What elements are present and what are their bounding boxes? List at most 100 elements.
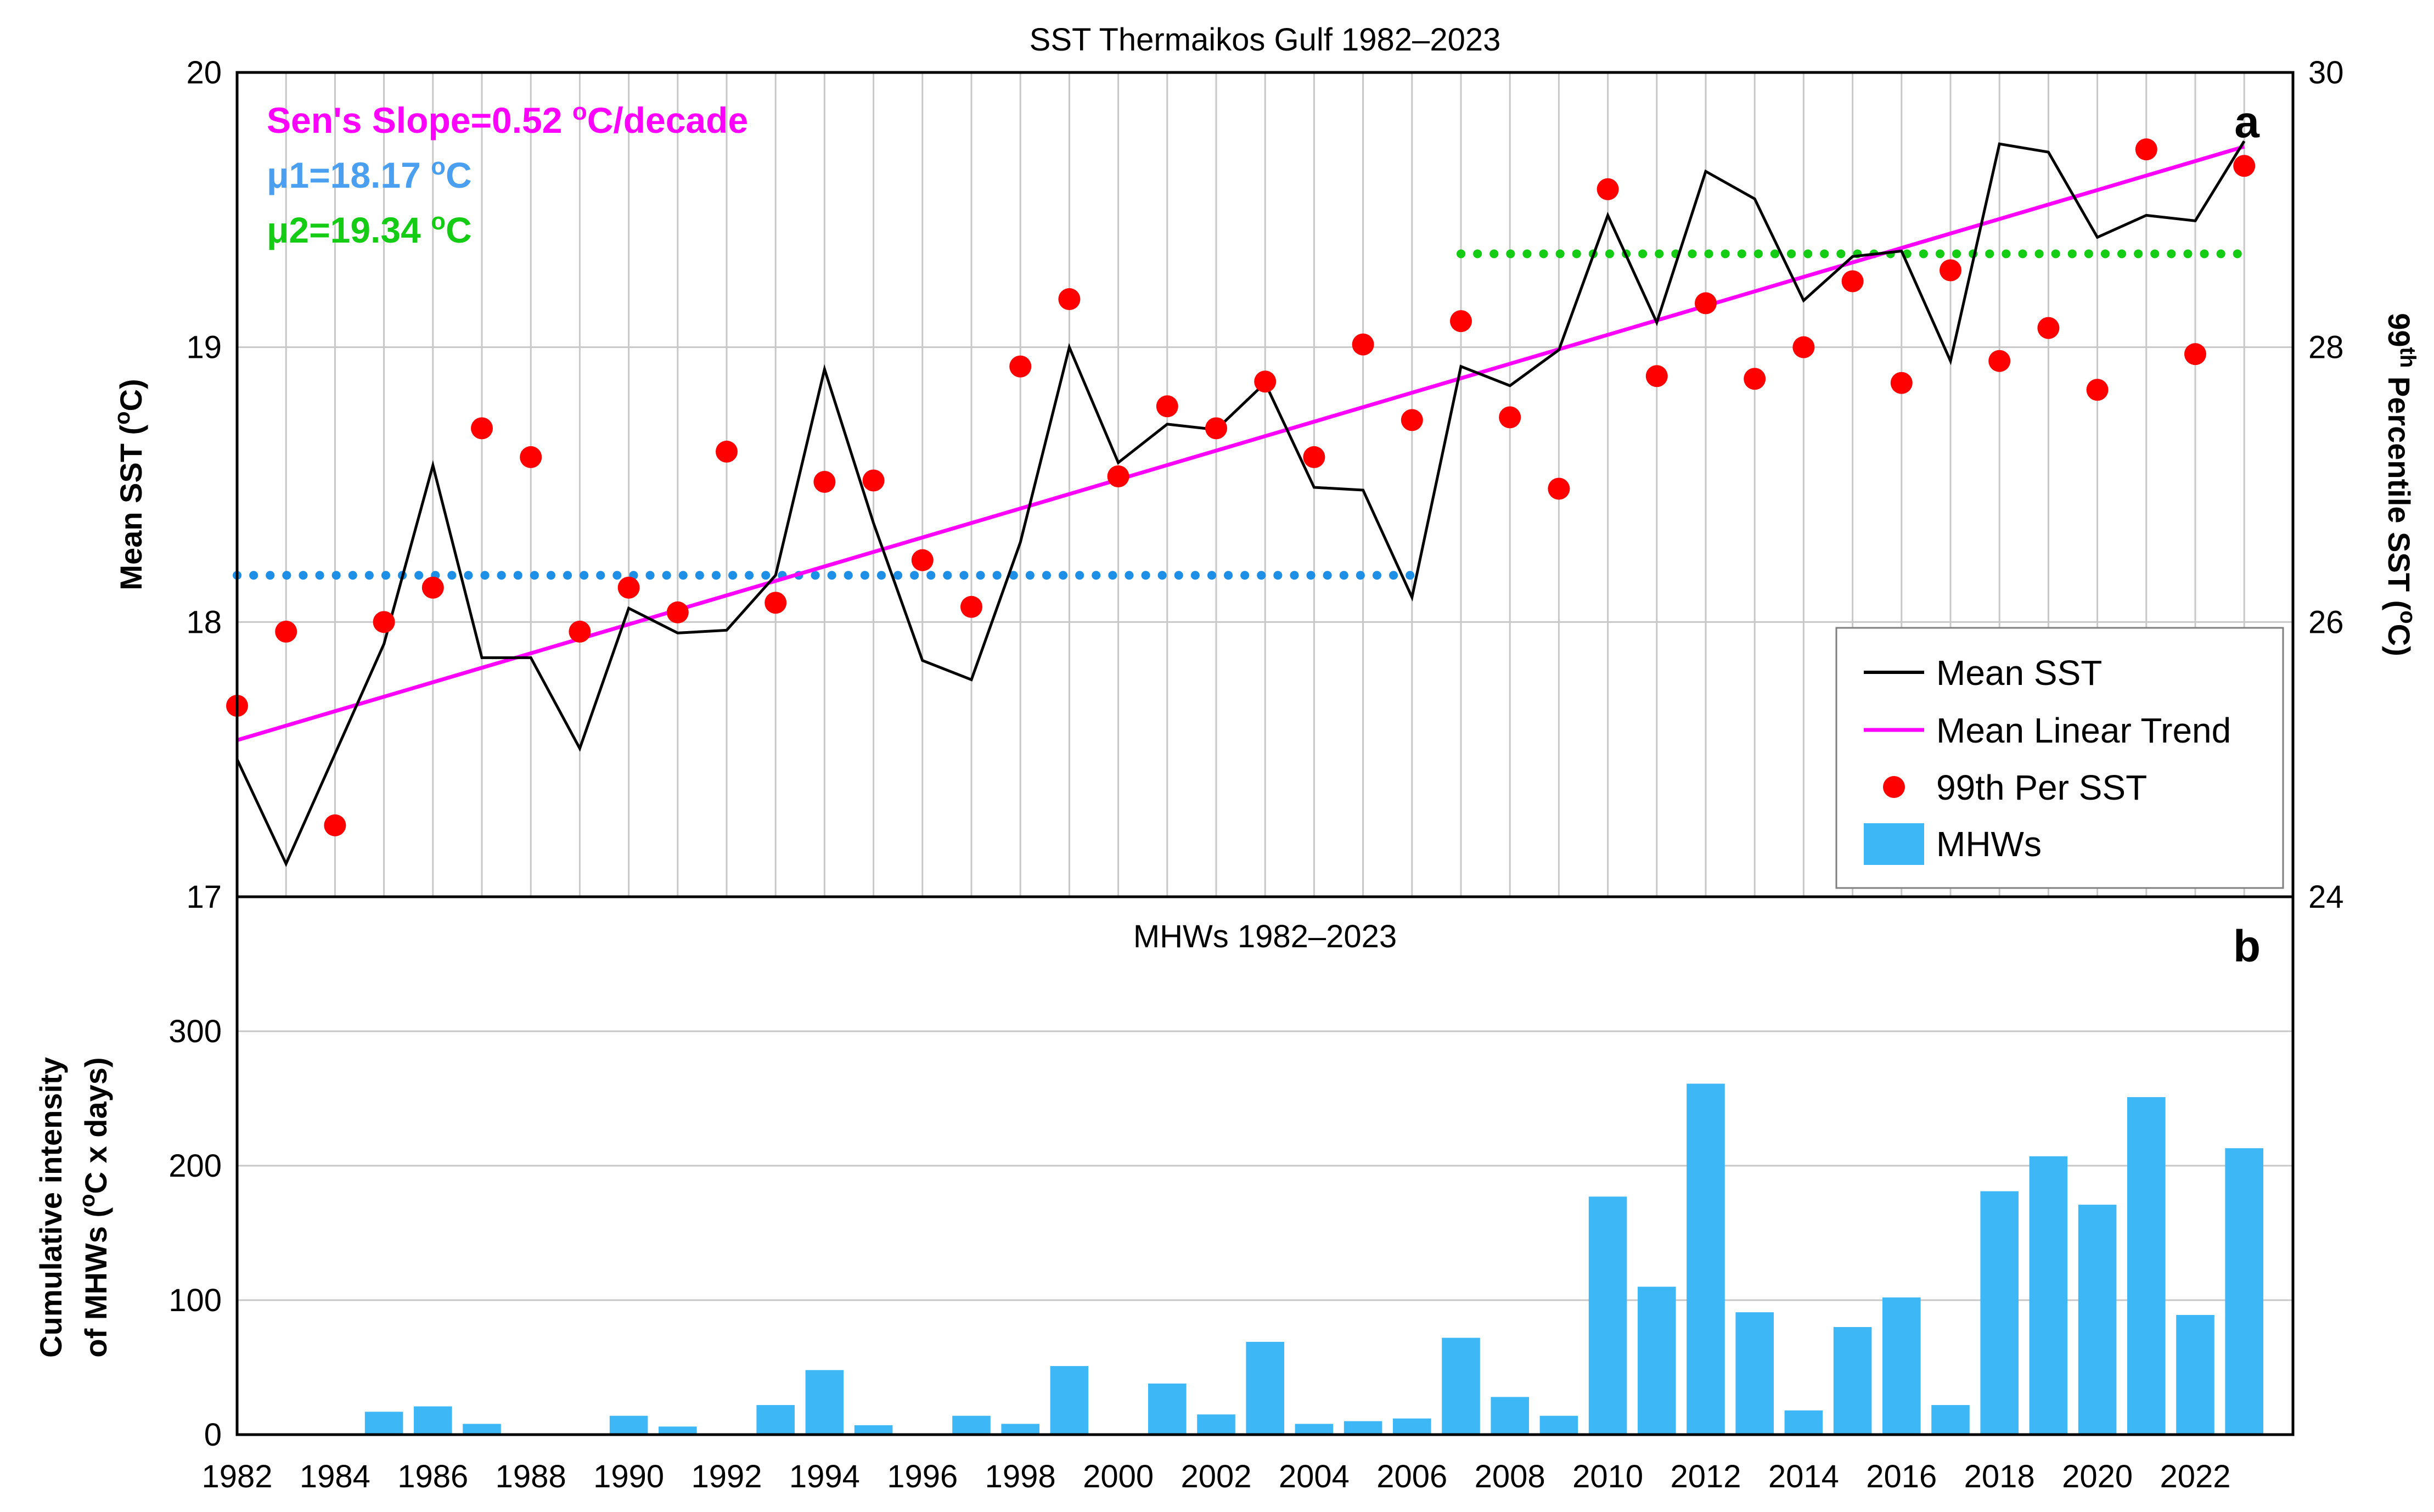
bar-1993	[756, 1405, 795, 1435]
legend-mhws-swatch	[1864, 823, 1924, 865]
x-tick-label: 2014	[1768, 1459, 1839, 1494]
panel-b-frame	[235, 895, 2295, 1436]
legend-trend-label: Mean Linear Trend	[1936, 711, 2231, 750]
point-99th-2015	[1841, 270, 1864, 293]
point-99th-2005	[1352, 333, 1374, 356]
bar-2013	[1735, 1312, 1774, 1435]
point-99th-1997	[960, 595, 982, 618]
point-99th-1998	[1009, 355, 1032, 378]
bar-2022	[2176, 1314, 2214, 1435]
bar-2005	[1344, 1421, 1382, 1435]
bar-1999	[1050, 1366, 1089, 1435]
legend-99th-label: 99th Per SST	[1936, 768, 2147, 807]
panel-a-left-ticks: 17 18 19 20	[186, 55, 222, 915]
point-99th-2009	[1548, 477, 1570, 500]
panel-a-letter: a	[2234, 97, 2260, 147]
bar-2021	[2127, 1097, 2166, 1435]
point-99th-1985	[373, 611, 395, 633]
point-99th-2012	[1695, 292, 1717, 314]
x-tick-label: 2020	[2062, 1459, 2133, 1494]
point-99th-2004	[1303, 446, 1325, 468]
bar-1997	[952, 1415, 991, 1435]
point-99th-1989	[569, 620, 591, 643]
panel-b-axis-label-line1: Cumulative intensity	[33, 1057, 68, 1358]
bar-2012	[1687, 1083, 1725, 1435]
point-99th-2019	[2037, 317, 2060, 339]
panel-b-title: MHWs 1982–2023	[1133, 919, 1397, 954]
mu1-annotation: μ1=18.17 oC	[267, 153, 472, 195]
panel-a-legend: Mean SST Mean Linear Trend 99th Per SST …	[1835, 627, 2284, 889]
panel-b-x-ticks: 1982 1984 1986 1988 1990 1992 1994 1996 1998 2000…	[201, 1459, 2230, 1494]
x-tick-label: 1998	[985, 1459, 1056, 1494]
bar-2006	[1393, 1418, 1431, 1435]
legend-99th-swatch	[1883, 776, 1905, 798]
point-99th-1990	[617, 576, 640, 599]
point-99th-1992	[716, 440, 738, 463]
panel-a-trend-line	[237, 144, 2245, 742]
linear-trend-line	[237, 144, 2245, 742]
x-tick-label: 2002	[1181, 1459, 1251, 1494]
legend-mhws-label: MHWs	[1936, 824, 2042, 864]
x-tick-label: 2010	[1572, 1459, 1643, 1494]
panel-a-99th-points	[226, 138, 2256, 836]
x-tick-label: 2006	[1376, 1459, 1447, 1494]
bar-2002	[1197, 1414, 1235, 1435]
point-99th-2010	[1597, 178, 1619, 200]
x-tick-label: 1994	[789, 1459, 860, 1494]
x-tick-label: 2016	[1866, 1459, 1937, 1494]
point-99th-2013	[1744, 368, 1766, 390]
x-tick-label: 1996	[887, 1459, 958, 1494]
panel-b-bars	[364, 1083, 2263, 1435]
point-99th-1996	[911, 549, 934, 571]
panel-a-right-axis-label: 99th Percentile SST (oC)	[2382, 313, 2420, 656]
bar-1994	[805, 1370, 844, 1435]
bar-1987	[463, 1424, 501, 1435]
mean-sst-line	[235, 140, 2246, 867]
bar-2001	[1148, 1383, 1187, 1435]
bar-2008	[1491, 1397, 1529, 1435]
x-tick-label: 1982	[201, 1459, 272, 1494]
point-99th-2020	[2086, 379, 2109, 401]
point-99th-1994	[813, 470, 836, 493]
bar-1991	[659, 1426, 697, 1435]
x-tick-label: 2012	[1670, 1459, 1741, 1494]
bar-2019	[2029, 1156, 2068, 1435]
point-99th-1993	[765, 592, 787, 614]
bar-2015	[1833, 1327, 1872, 1435]
panel-a-mean-lines	[233, 249, 2249, 580]
x-tick-label: 1984	[300, 1459, 370, 1494]
sens-slope-annotation: Sen's Slope=0.52 oC/decade	[267, 98, 748, 140]
point-99th-2022	[2184, 343, 2206, 366]
panel-b-axis-label-line2: of MHWs (oC x days)	[75, 1057, 113, 1357]
point-99th-2001	[1156, 395, 1178, 418]
panel-b-left-ticks: 0 100 200 300	[168, 1014, 222, 1453]
panel-b-tick-label: 0	[204, 1417, 222, 1453]
legend-mean-sst-label: Mean SST	[1936, 653, 2102, 693]
point-99th-1999	[1058, 288, 1081, 311]
panel-a-mean-sst-series	[235, 140, 2246, 867]
point-99th-2003	[1254, 370, 1277, 393]
panel-a-right-tick-label: 28	[2308, 330, 2344, 366]
point-99th-1995	[862, 469, 885, 492]
point-99th-1984	[324, 814, 346, 836]
x-tick-label: 2000	[1083, 1459, 1154, 1494]
panel-a-right-tick-label: 26	[2308, 604, 2344, 640]
bar-2010	[1588, 1196, 1627, 1435]
x-tick-label: 1990	[593, 1459, 664, 1494]
point-99th-2011	[1645, 365, 1668, 387]
bar-1990	[609, 1415, 648, 1435]
panel-a: 17 18 19 20 24 26 28 30 SST Thermaikos Gulf 19…	[110, 22, 2420, 915]
point-99th-2014	[1792, 336, 1815, 358]
bar-2011	[1638, 1286, 1676, 1435]
panel-a-right-tick-label: 30	[2308, 55, 2344, 91]
point-99th-1988	[520, 446, 542, 468]
x-tick-label: 2004	[1279, 1459, 1350, 1494]
point-99th-1986	[421, 576, 444, 599]
bar-2018	[1980, 1191, 2019, 1435]
x-tick-label: 1992	[691, 1459, 762, 1494]
point-99th-2016	[1890, 372, 1913, 394]
bar-2017	[1931, 1405, 1970, 1435]
panel-b-tick-label: 200	[168, 1148, 222, 1184]
